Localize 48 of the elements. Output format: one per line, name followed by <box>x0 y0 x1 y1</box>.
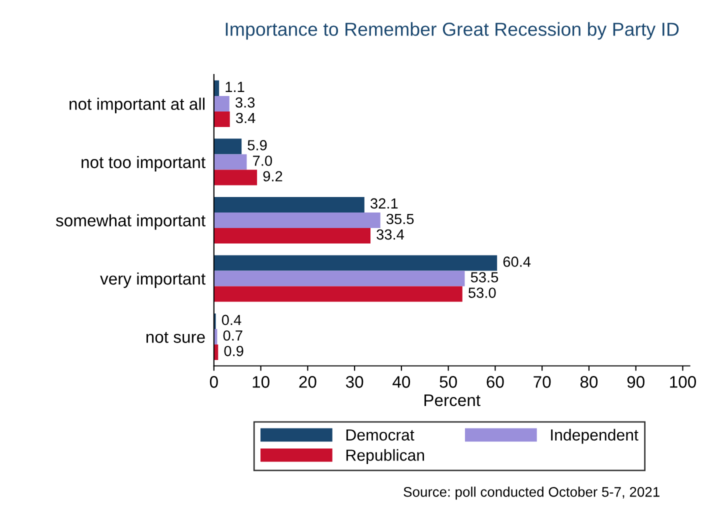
data-label: 33.4 <box>376 229 404 240</box>
data-label: 32.1 <box>370 198 398 209</box>
data-label: 1.1 <box>226 82 244 92</box>
legend-label: Independent <box>551 428 638 444</box>
y-tick-label: very important <box>100 272 206 288</box>
x-tick-label: 80 <box>580 376 598 388</box>
y-tick-label: somewhat important <box>56 214 206 230</box>
data-label: 60.4 <box>503 256 531 267</box>
y-tick-label: not important at all <box>70 98 204 114</box>
data-label: 0.4 <box>222 314 242 326</box>
chart-title: Importance to Remember Great Recession by Party ID <box>226 22 679 40</box>
y-tick-label: not too important <box>82 156 206 172</box>
data-label: 35.5 <box>386 214 414 224</box>
x-tick-label: 50 <box>440 376 457 388</box>
bar <box>214 270 465 286</box>
data-label: 3.4 <box>236 112 256 124</box>
x-tick-label: 20 <box>299 376 316 388</box>
bar <box>214 286 462 302</box>
legend-label: Republican <box>346 449 424 464</box>
data-label: 53.5 <box>470 272 498 282</box>
data-label: 53.0 <box>468 288 496 298</box>
source-note: Source: poll conducted October 5-7, 2021 <box>404 486 660 500</box>
bar <box>214 154 247 170</box>
bar <box>214 228 370 244</box>
x-tick-label: 0 <box>210 376 218 388</box>
data-label: 7.0 <box>253 156 272 166</box>
x-tick-label: 100 <box>670 376 696 388</box>
y-tick-label: not sure <box>146 332 205 343</box>
x-tick-label: 40 <box>392 376 410 388</box>
bar <box>214 212 380 228</box>
data-label: 0.7 <box>223 330 242 341</box>
x-tick-label: 10 <box>252 376 270 388</box>
data-label: 9.2 <box>263 171 282 182</box>
x-tick-label: 90 <box>627 376 644 388</box>
bar <box>214 170 258 186</box>
data-label: 3.3 <box>236 97 255 108</box>
legend-label: Democrat <box>346 429 414 441</box>
bar <box>214 138 242 154</box>
x-tick-label: 60 <box>486 376 504 388</box>
x-tick-label: 30 <box>346 376 364 388</box>
bar <box>214 255 498 271</box>
bar <box>214 196 364 212</box>
x-tick-label: 70 <box>534 376 551 388</box>
x-axis-title: Percent <box>424 394 480 406</box>
data-label: 5.9 <box>248 140 267 150</box>
bar <box>214 112 230 128</box>
data-label: 0.9 <box>224 346 244 356</box>
bar <box>214 96 230 112</box>
